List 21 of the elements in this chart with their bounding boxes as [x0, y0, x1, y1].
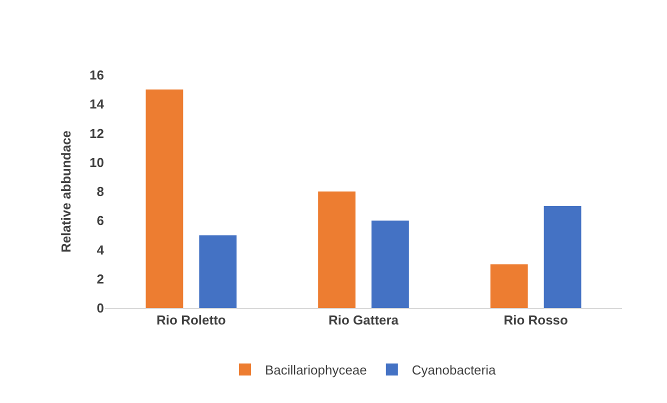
x-tick-label: Rio Gattera — [328, 312, 400, 328]
y-tick-label: 14 — [90, 96, 105, 112]
y-tick-label: 16 — [90, 68, 104, 83]
x-tick-label: Rio Rosso — [504, 312, 568, 328]
y-tick-label: 2 — [96, 271, 104, 286]
bar — [199, 235, 237, 308]
y-tick-label: 4 — [96, 242, 105, 258]
x-tick-label: Rio Roletto — [156, 312, 226, 328]
y-tick-label: 8 — [96, 184, 104, 200]
bar — [146, 90, 184, 308]
y-tick-label: 6 — [96, 213, 104, 228]
legend-label: Cyanobacteria — [412, 362, 497, 378]
y-axis-title: Relative abbundace — [58, 130, 74, 253]
y-tick-label: 12 — [90, 126, 104, 141]
bar — [372, 220, 409, 308]
bar — [490, 264, 528, 308]
y-tick-label: 10 — [90, 154, 104, 170]
bar — [544, 206, 582, 308]
y-tick-label: 0 — [96, 300, 104, 316]
bar — [318, 192, 356, 308]
legend-label: Bacillariophyceae — [265, 362, 367, 378]
